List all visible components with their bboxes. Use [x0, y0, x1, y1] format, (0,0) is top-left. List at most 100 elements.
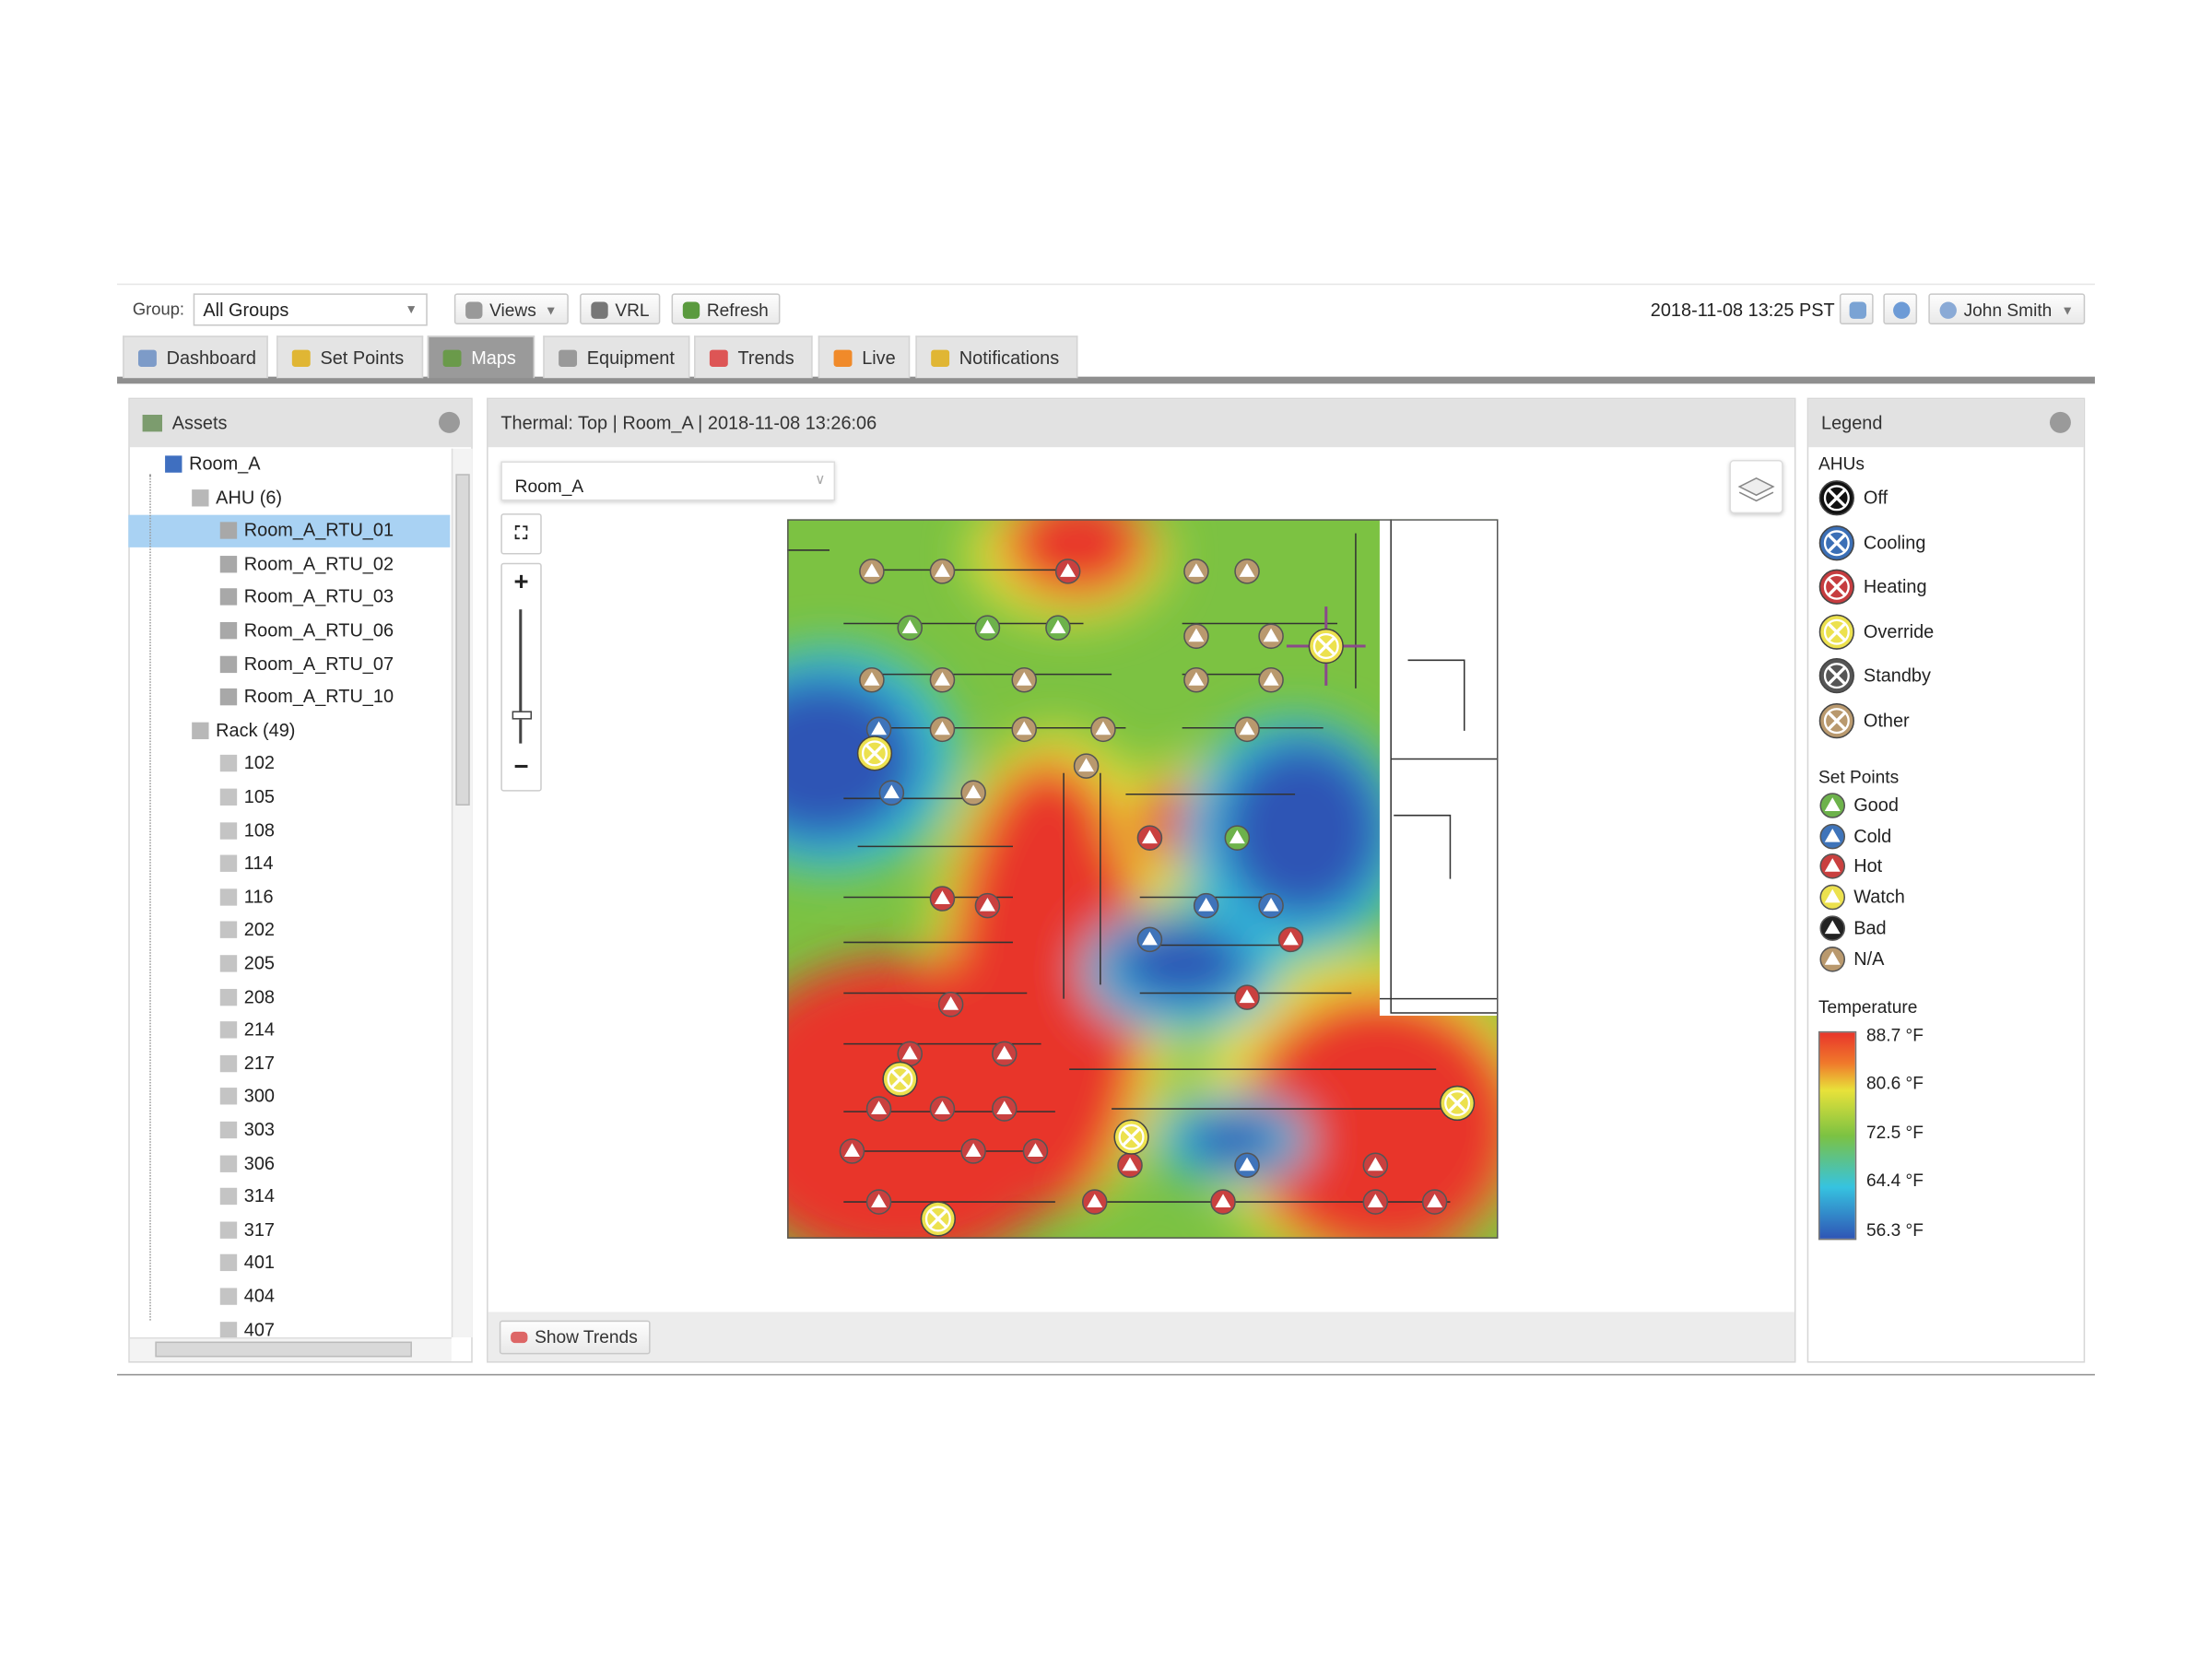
tab[interactable]: Set Points: [276, 335, 424, 379]
room-select[interactable]: Room_A ∨: [500, 461, 836, 501]
settings-button[interactable]: [1839, 293, 1874, 325]
tree-item[interactable]: 116: [219, 881, 274, 912]
tab[interactable]: Live: [818, 335, 911, 379]
fit-button[interactable]: ⛶: [500, 513, 542, 555]
ahu-icon-ring: [887, 1065, 913, 1092]
asset-tree: Room_A AHU (6) Room_A_RTU_01 Room_A_RTU_02 R…: [0, 0, 452, 1338]
tree-item[interactable]: 217: [219, 1048, 275, 1079]
ahus-heading: AHUs: [1818, 452, 1865, 477]
tab[interactable]: Notifications: [915, 335, 1078, 379]
tree-item-text: Room_A_RTU_03: [243, 585, 394, 607]
tree-item[interactable]: 314: [219, 1181, 275, 1212]
setpoint-icon-triangle: [864, 563, 880, 577]
legend-swatch: [1819, 915, 1846, 941]
tree-item[interactable]: Room_A_RTU_02: [219, 548, 394, 580]
setpoint-icon-triangle: [1239, 563, 1255, 577]
legend-collapse[interactable]: [2049, 411, 2071, 433]
setpoint-icon-triangle: [1188, 628, 1205, 642]
user-name: John Smith: [1963, 300, 2053, 321]
tree-item[interactable]: 208: [219, 982, 275, 1013]
tree-item[interactable]: Room_A_RTU_10: [219, 682, 394, 713]
tree-item[interactable]: 401: [219, 1248, 275, 1279]
tree-item[interactable]: 102: [219, 748, 275, 780]
tree-item[interactable]: 205: [219, 948, 275, 980]
tree-item[interactable]: Room_A_RTU_07: [219, 648, 394, 679]
tab-text: Notifications: [959, 347, 1060, 369]
setpoint-icon-triangle: [1215, 1194, 1231, 1208]
toolbar-button[interactable]: Refresh: [671, 293, 781, 325]
tree-item[interactable]: 202: [219, 914, 276, 946]
layers-button[interactable]: [1729, 459, 1783, 514]
legend-label: Watch: [1853, 885, 1905, 911]
legend-label: Hot: [1853, 854, 1882, 880]
unmapped-area: [1379, 519, 1499, 1017]
tree-item[interactable]: 306: [219, 1147, 275, 1179]
v-scrollbar[interactable]: [451, 448, 473, 1338]
ahu-icon-blades: [1827, 488, 1847, 508]
group-select[interactable]: All Groups ▼: [193, 293, 428, 326]
setpoint-icon-triangle: [1095, 721, 1112, 735]
zoom-out[interactable]: −: [513, 751, 529, 781]
toolbar-button-text: Refresh: [706, 300, 769, 321]
legend-swatch: [1819, 853, 1846, 880]
tab[interactable]: Equipment: [543, 335, 690, 379]
setpoint-icon-triangle: [1087, 1194, 1103, 1208]
setpoint-icon-triangle: [934, 563, 950, 577]
tree-item[interactable]: 317: [219, 1215, 275, 1246]
legend-swatch: [1818, 703, 1854, 739]
show-trends-button[interactable]: Show Trends: [499, 1320, 651, 1355]
tree-item[interactable]: 407: [219, 1314, 275, 1338]
tree-item[interactable]: 108: [219, 815, 275, 846]
setpoint-icon-triangle: [934, 890, 950, 904]
zoom-control: + −: [500, 562, 542, 792]
assets-title: Assets: [171, 411, 228, 433]
tree-item[interactable]: 300: [219, 1081, 275, 1112]
temperature-label-text: 72.5 °F: [1865, 1123, 1924, 1143]
legend-label-text: Bad: [1853, 916, 1887, 938]
ahu-icon-ring: [1118, 1124, 1145, 1150]
legend-swatch: [1818, 569, 1854, 606]
tree-item[interactable]: Room_A: [165, 449, 261, 480]
ahu-icon-blades: [1827, 533, 1847, 553]
tree-item[interactable]: 214: [219, 1015, 275, 1046]
tree-item-text: 202: [243, 919, 276, 940]
tab[interactable]: Trends: [694, 335, 813, 379]
legend-label: Good: [1853, 793, 1899, 818]
tab[interactable]: Maps: [427, 335, 535, 379]
user-menu[interactable]: John Smith ▼: [1928, 293, 2086, 325]
temperature-label: 80.6 °F: [1866, 1071, 1924, 1097]
tab-text: Live: [862, 347, 896, 369]
tab-text: Maps: [471, 347, 516, 369]
top-border: [117, 283, 2095, 286]
help-button[interactable]: [1883, 293, 1918, 325]
ahu-icon-ring: [1312, 633, 1339, 660]
tree-item[interactable]: Room_A_RTU_01: [219, 515, 394, 547]
tree-item[interactable]: Rack (49): [192, 715, 295, 747]
legend-label-text: N/A: [1853, 947, 1885, 969]
show-trends-label: Show Trends: [535, 1327, 638, 1347]
floor-plan: [787, 519, 1499, 1203]
toolbar-button[interactable]: VRL: [580, 293, 661, 325]
h-scrollbar[interactable]: [129, 1337, 452, 1362]
ahus-heading-text: AHUs: [1818, 453, 1865, 475]
tree-item[interactable]: AHU (6): [192, 482, 282, 513]
tree-item[interactable]: 404: [219, 1281, 275, 1312]
tree-item[interactable]: 303: [219, 1114, 275, 1146]
toolbar-button[interactable]: Views ▼: [453, 293, 569, 325]
tab[interactable]: Dashboard: [123, 335, 268, 379]
legend-label: Other: [1864, 708, 1910, 734]
tree-item[interactable]: 105: [219, 782, 275, 813]
tree-item-text: Room_A_RTU_07: [243, 653, 394, 675]
setpoint-icon-triangle: [996, 1045, 1013, 1060]
tree-item[interactable]: Room_A_RTU_06: [219, 615, 394, 646]
legend-title: Legend: [1821, 411, 1883, 433]
setpoint-icon-triangle: [864, 672, 880, 686]
setpoint-icon-triangle: [843, 1143, 860, 1157]
ahu-icon-ring: [1823, 485, 1850, 512]
tree-item[interactable]: Room_A_RTU_03: [219, 582, 394, 613]
collapse-button[interactable]: [439, 411, 460, 433]
zoom-in[interactable]: +: [513, 567, 529, 595]
setpoint-icon-triangle: [901, 1045, 918, 1060]
tree-item[interactable]: 114: [219, 848, 274, 879]
legend-label-text: Cold: [1853, 824, 1892, 846]
